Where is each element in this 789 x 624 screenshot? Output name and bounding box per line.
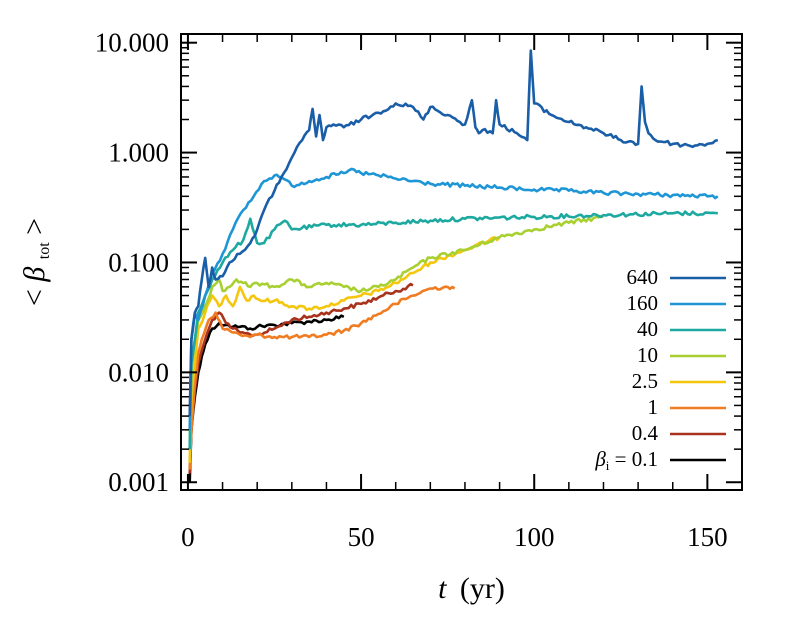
series-line-5 bbox=[188, 285, 456, 470]
legend-label-6: 0.4 bbox=[632, 421, 659, 445]
x-axis-unit: (yr) bbox=[460, 572, 505, 605]
series-line-6 bbox=[188, 282, 414, 474]
y-tick-label: 0.100 bbox=[108, 247, 169, 277]
y-axis-prefix: < bbox=[18, 289, 51, 306]
legend-label-7: βi = 0.1 bbox=[594, 447, 658, 473]
y-axis-suffix: > bbox=[18, 218, 51, 235]
series-line-0 bbox=[188, 49, 719, 417]
x-axis-variable: t bbox=[438, 572, 447, 605]
legend-label-2: 40 bbox=[637, 317, 658, 341]
series-line-3 bbox=[188, 214, 604, 450]
y-tick-label: 10.000 bbox=[95, 28, 169, 58]
series-line-7 bbox=[188, 314, 345, 483]
y-tick-label: 0.001 bbox=[108, 467, 169, 497]
legend-label-3: 10 bbox=[637, 343, 658, 367]
series-line-2 bbox=[188, 210, 718, 450]
y-axis-label: < β tot > bbox=[18, 218, 56, 306]
y-axis-subscript: tot bbox=[36, 242, 53, 259]
tick-labels: 0 50 100 150 0.001 0.010 0.100 1.000 10.000 bbox=[95, 28, 728, 552]
y-axis-variable: β bbox=[18, 267, 51, 283]
legend-label-0: 640 bbox=[627, 265, 659, 289]
x-axis-label: t (yr) bbox=[438, 572, 505, 605]
x-tick-label: 150 bbox=[687, 522, 728, 552]
y-tick-label: 0.010 bbox=[108, 357, 169, 387]
axis-ticks bbox=[181, 34, 742, 490]
legend-prefix-subscript: i bbox=[606, 458, 610, 473]
series-line-1 bbox=[188, 167, 719, 430]
legend-prefix-variable: β bbox=[594, 447, 606, 471]
legend-prefix-equals: = bbox=[609, 447, 631, 471]
legend-label-5: 1 bbox=[648, 395, 659, 419]
legend-value: 0.1 bbox=[632, 447, 658, 471]
x-tick-label: 100 bbox=[514, 522, 555, 552]
legend-label-1: 160 bbox=[627, 291, 659, 315]
y-tick-label: 1.000 bbox=[108, 138, 169, 168]
x-tick-label: 0 bbox=[181, 522, 195, 552]
x-tick-label: 50 bbox=[348, 522, 375, 552]
series-line-4 bbox=[188, 236, 501, 463]
legend-label-4: 2.5 bbox=[632, 369, 658, 393]
plot-lines bbox=[188, 49, 719, 483]
